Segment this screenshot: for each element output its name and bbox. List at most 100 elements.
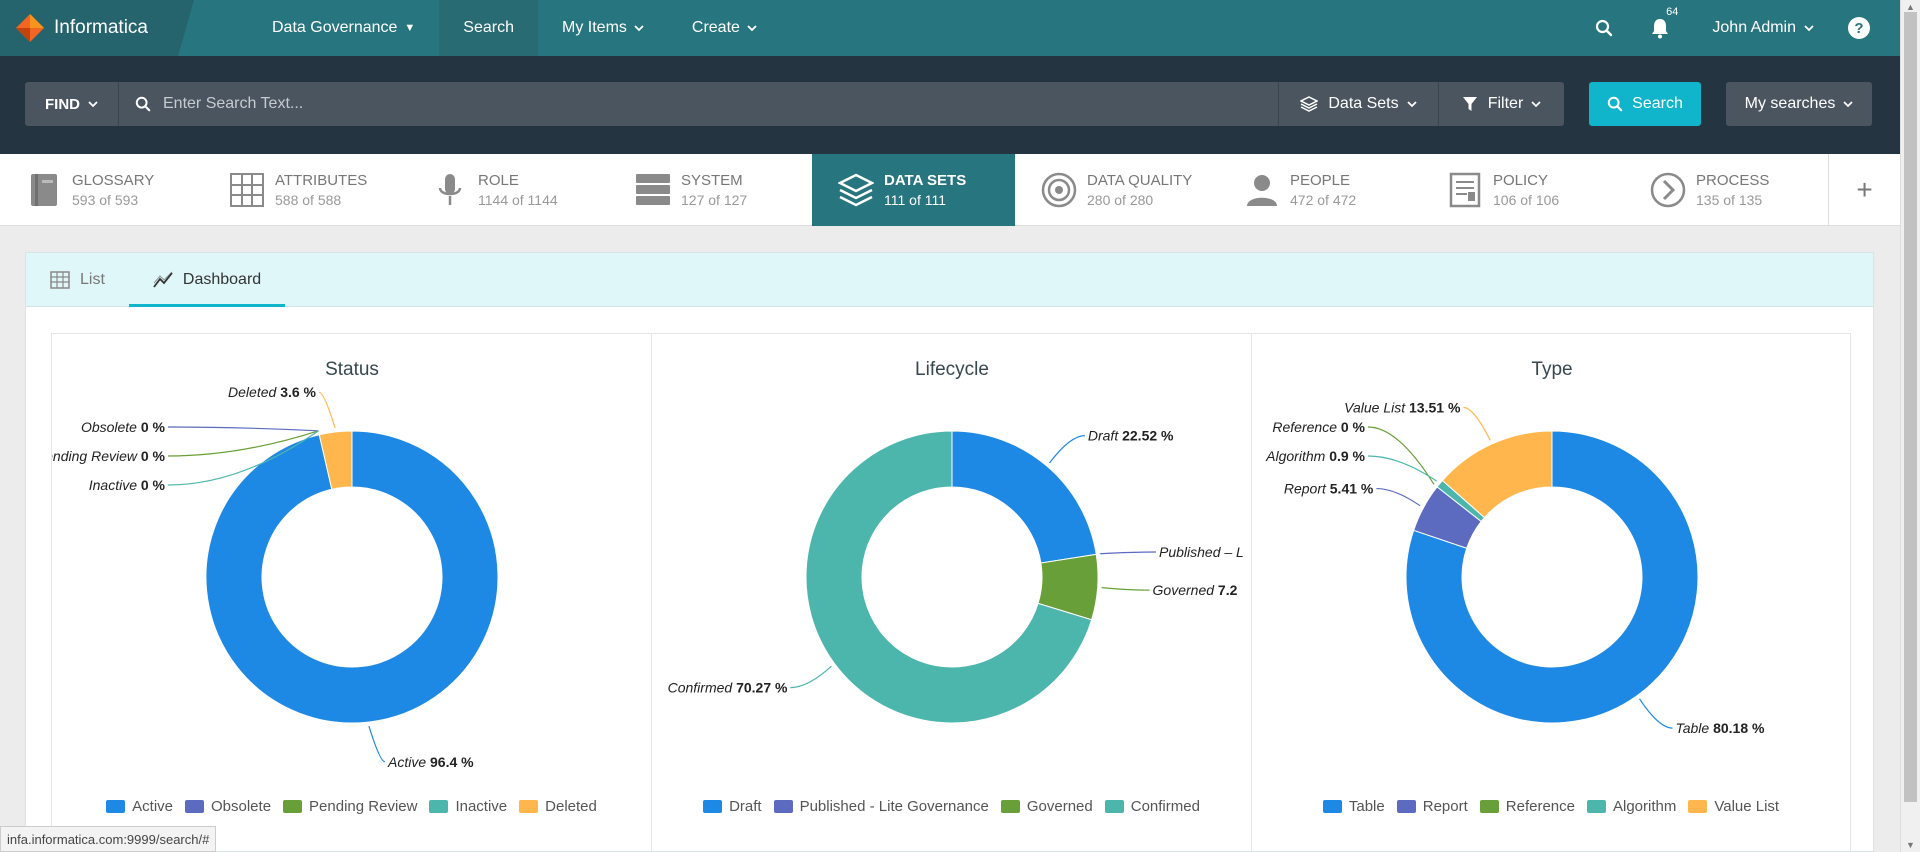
legend-item-deleted[interactable]: Deleted xyxy=(519,798,597,815)
my-searches-dropdown[interactable]: My searches xyxy=(1726,82,1872,126)
legend-item-published-lite-governance[interactable]: Published - Lite Governance xyxy=(773,798,989,815)
tab-people-count: 472 of 472 xyxy=(1290,192,1357,208)
legend-item-confirmed[interactable]: Confirmed xyxy=(1104,798,1200,815)
slice-deleted[interactable] xyxy=(318,430,353,490)
nav-my-items-label: My Items xyxy=(562,19,627,36)
label-connector xyxy=(167,430,319,486)
find-label: FIND xyxy=(45,95,80,113)
layers-icon xyxy=(1300,96,1319,112)
slice-table[interactable] xyxy=(1405,430,1699,724)
label-connector xyxy=(1463,406,1491,441)
nav-my-items[interactable]: My Items xyxy=(538,0,668,56)
data-label-draft: Draft 22.52 % xyxy=(1088,428,1174,444)
search-input[interactable] xyxy=(163,95,1243,113)
legend-item-governed[interactable]: Governed xyxy=(1000,798,1093,815)
legend-label: Active xyxy=(132,798,173,815)
book-icon xyxy=(26,172,62,208)
legend-swatch xyxy=(1104,800,1124,813)
legend-swatch xyxy=(703,800,723,813)
plus-icon: + xyxy=(1856,174,1873,205)
tab-process-count: 135 of 135 xyxy=(1696,192,1763,208)
slice-confirmed[interactable] xyxy=(805,430,1093,724)
data-label-reference: Reference 0 % xyxy=(1272,419,1365,435)
legend-label: Table xyxy=(1348,798,1385,815)
tab-process[interactable]: PROCESS 135 of 135 xyxy=(1624,154,1827,226)
legend-swatch xyxy=(1586,800,1606,813)
scroll-thumb[interactable] xyxy=(1904,12,1917,802)
nav-create[interactable]: Create xyxy=(668,0,781,56)
search-icon xyxy=(1607,96,1623,112)
legend-item-obsolete[interactable]: Obsolete xyxy=(185,798,271,815)
legend-item-reference[interactable]: Reference xyxy=(1479,798,1575,815)
tab-glossary-count: 593 of 593 xyxy=(72,192,139,208)
tab-data-quality-count: 280 of 280 xyxy=(1087,192,1154,208)
add-tab-button[interactable]: + xyxy=(1828,154,1900,226)
caret-down-icon: ▼ xyxy=(404,22,416,34)
help-icon[interactable]: ? xyxy=(1848,17,1870,39)
tab-policy[interactable]: POLICY 106 of 106 xyxy=(1421,154,1624,226)
legend-item-draft[interactable]: Draft xyxy=(703,798,762,815)
slice-active[interactable] xyxy=(205,430,499,724)
tab-attributes[interactable]: ATTRIBUTES 588 of 588 xyxy=(203,154,406,226)
label-connector xyxy=(167,426,319,432)
tab-role[interactable]: ROLE 1144 of 1144 xyxy=(406,154,609,226)
nav-data-governance-label: Data Governance xyxy=(272,19,398,36)
global-search-button[interactable] xyxy=(1576,0,1632,56)
tab-glossary[interactable]: GLOSSARY 593 of 593 xyxy=(0,154,203,226)
data-label-confirmed: Confirmed 70.27 % xyxy=(668,680,788,696)
tab-data-quality[interactable]: DATA QUALITY 280 of 280 xyxy=(1015,154,1218,226)
scroll-up-icon[interactable]: ▲ xyxy=(1906,2,1915,12)
scroll-down-icon[interactable]: ▼ xyxy=(1906,840,1915,850)
chevron-down-icon xyxy=(1843,100,1853,107)
data-label-inactive: Inactive 0 % xyxy=(89,477,166,493)
legend-label: Reference xyxy=(1505,798,1575,815)
tab-dashboard[interactable]: Dashboard xyxy=(128,253,286,307)
slice-value-list[interactable] xyxy=(1441,430,1553,519)
legend-swatch xyxy=(1396,800,1416,813)
legend-item-value-list[interactable]: Value List xyxy=(1688,798,1779,815)
tab-list-label: List xyxy=(80,270,105,288)
tab-system[interactable]: SYSTEM 127 of 127 xyxy=(609,154,812,226)
tab-glossary-name: GLOSSARY xyxy=(72,172,155,189)
nav-search[interactable]: Search xyxy=(439,0,538,56)
legend-swatch xyxy=(1322,800,1342,813)
tab-dashboard-label: Dashboard xyxy=(182,270,262,288)
filter-label: Filter xyxy=(1487,95,1524,112)
legend-item-algorithm[interactable]: Algorithm xyxy=(1586,798,1676,815)
filter-dropdown[interactable]: Filter xyxy=(1438,82,1564,126)
chart-title: Type xyxy=(1531,359,1572,380)
legend-swatch xyxy=(1000,800,1020,813)
chevron-down-icon xyxy=(634,24,644,31)
slice-draft[interactable] xyxy=(951,430,1097,564)
dashboard-charts: Status Active 96.4 % Obsolete 0 % Pending R… xyxy=(51,333,1851,852)
tab-data-quality-name: DATA QUALITY xyxy=(1087,172,1193,189)
legend-item-inactive[interactable]: Inactive xyxy=(429,798,507,815)
label-connector xyxy=(1100,551,1157,555)
nav-create-label: Create xyxy=(691,19,740,36)
data-label-table: Table 80.18 % xyxy=(1675,720,1765,736)
tab-policy-count: 106 of 106 xyxy=(1493,192,1560,208)
view-tabs: List Dashboard xyxy=(26,253,1873,307)
nav-data-governance[interactable]: Data Governance ▼ xyxy=(248,0,439,56)
tab-role-count: 1144 of 1144 xyxy=(478,192,558,208)
notifications-button[interactable]: 64 xyxy=(1632,0,1688,56)
legend-item-table[interactable]: Table xyxy=(1322,798,1385,815)
data-label-governed: Governed 7.2 xyxy=(1153,582,1238,598)
page-scrollbar[interactable]: ▲ ▼ xyxy=(1900,0,1920,852)
tab-list[interactable]: List xyxy=(26,253,129,306)
logo[interactable]: Informatica xyxy=(0,0,194,56)
tab-data-sets[interactable]: DATA SETS 111 of 111 xyxy=(812,154,1015,226)
legend-item-pending-review[interactable]: Pending Review xyxy=(283,798,417,815)
label-connector xyxy=(1049,435,1085,464)
status-bar-url: infa.informatica.com:9999/search/# xyxy=(0,826,217,852)
legend-item-active[interactable]: Active xyxy=(106,798,173,815)
tab-process-name: PROCESS xyxy=(1696,172,1770,189)
search-button[interactable]: Search xyxy=(1589,82,1701,126)
data-label-pending-review: Pending Review 0 % xyxy=(52,448,166,464)
asset-type-dropdown[interactable]: Data Sets xyxy=(1278,82,1438,126)
user-menu[interactable]: John Admin xyxy=(1688,19,1838,37)
legend-item-report[interactable]: Report xyxy=(1396,798,1468,815)
find-dropdown[interactable]: FIND xyxy=(25,82,118,126)
tab-people[interactable]: PEOPLE 472 of 472 xyxy=(1218,154,1421,226)
chart-title: Lifecycle xyxy=(915,359,989,380)
